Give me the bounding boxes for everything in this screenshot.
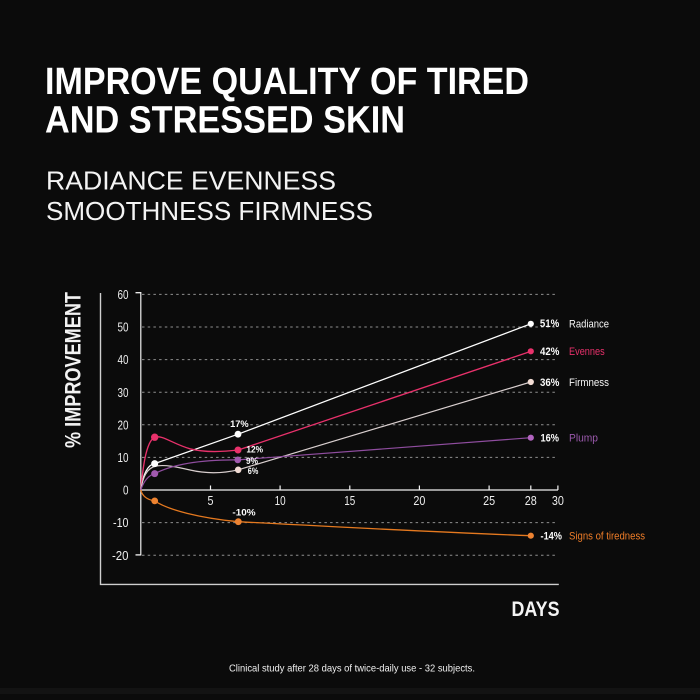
svg-text:0: 0 — [123, 483, 129, 498]
svg-text:15: 15 — [344, 493, 355, 508]
svg-text:IMPROVE QUALITY OF TIRED: IMPROVE QUALITY OF TIRED — [45, 61, 529, 103]
svg-text:30: 30 — [552, 493, 564, 508]
svg-text:-10: -10 — [113, 515, 129, 530]
svg-text:% IMPROVEMENT: % IMPROVEMENT — [61, 292, 86, 448]
svg-text:-10%: -10% — [232, 508, 256, 519]
svg-text:5: 5 — [208, 493, 214, 508]
svg-text:10: 10 — [275, 493, 286, 508]
svg-text:16%: 16% — [541, 433, 560, 445]
svg-text:42%: 42% — [540, 346, 560, 358]
svg-text:-14%: -14% — [541, 531, 563, 543]
svg-text:40: 40 — [118, 352, 129, 367]
svg-text:Signs of tiredness: Signs of tiredness — [569, 531, 645, 543]
svg-text:Plump: Plump — [569, 433, 598, 445]
svg-text:20: 20 — [413, 493, 425, 508]
svg-text:AND STRESSED SKIN: AND STRESSED SKIN — [45, 99, 405, 141]
svg-text:51%: 51% — [540, 318, 560, 330]
svg-text:28: 28 — [525, 493, 537, 508]
svg-text:36%: 36% — [540, 377, 560, 389]
svg-text:60: 60 — [118, 287, 129, 302]
svg-text:9%: 9% — [246, 456, 258, 467]
svg-text:17%: 17% — [230, 419, 249, 430]
svg-text:12%: 12% — [246, 444, 263, 455]
svg-text:Evennes: Evennes — [569, 346, 605, 358]
svg-text:Firmness: Firmness — [569, 377, 609, 389]
svg-text:6%: 6% — [248, 466, 259, 477]
svg-text:20: 20 — [118, 417, 129, 432]
svg-text:30: 30 — [118, 385, 129, 400]
svg-text:Clinical study after 28 days o: Clinical study after 28 days of twice-da… — [229, 662, 475, 674]
svg-text:10: 10 — [118, 450, 129, 465]
svg-text:SMOOTHNESS FIRMNESS: SMOOTHNESS FIRMNESS — [46, 196, 373, 226]
svg-text:-20: -20 — [112, 548, 129, 563]
svg-text:50: 50 — [118, 320, 129, 335]
svg-text:25: 25 — [483, 493, 495, 508]
svg-text:DAYS: DAYS — [512, 598, 560, 621]
svg-text:Radiance: Radiance — [569, 318, 609, 330]
svg-text:RADIANCE EVENNESS: RADIANCE EVENNESS — [46, 165, 336, 195]
